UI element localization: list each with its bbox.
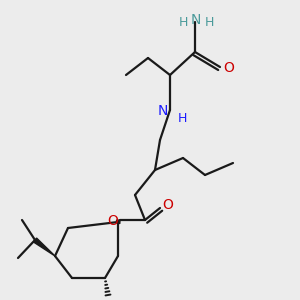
Text: H: H [178, 16, 188, 29]
Text: N: N [191, 13, 201, 27]
Text: H: H [204, 16, 214, 29]
Polygon shape [33, 238, 55, 256]
Text: N: N [158, 104, 168, 118]
Polygon shape [116, 220, 120, 224]
Text: O: O [108, 214, 118, 228]
Text: O: O [163, 198, 173, 212]
Text: O: O [224, 61, 234, 75]
Text: H: H [177, 112, 187, 124]
